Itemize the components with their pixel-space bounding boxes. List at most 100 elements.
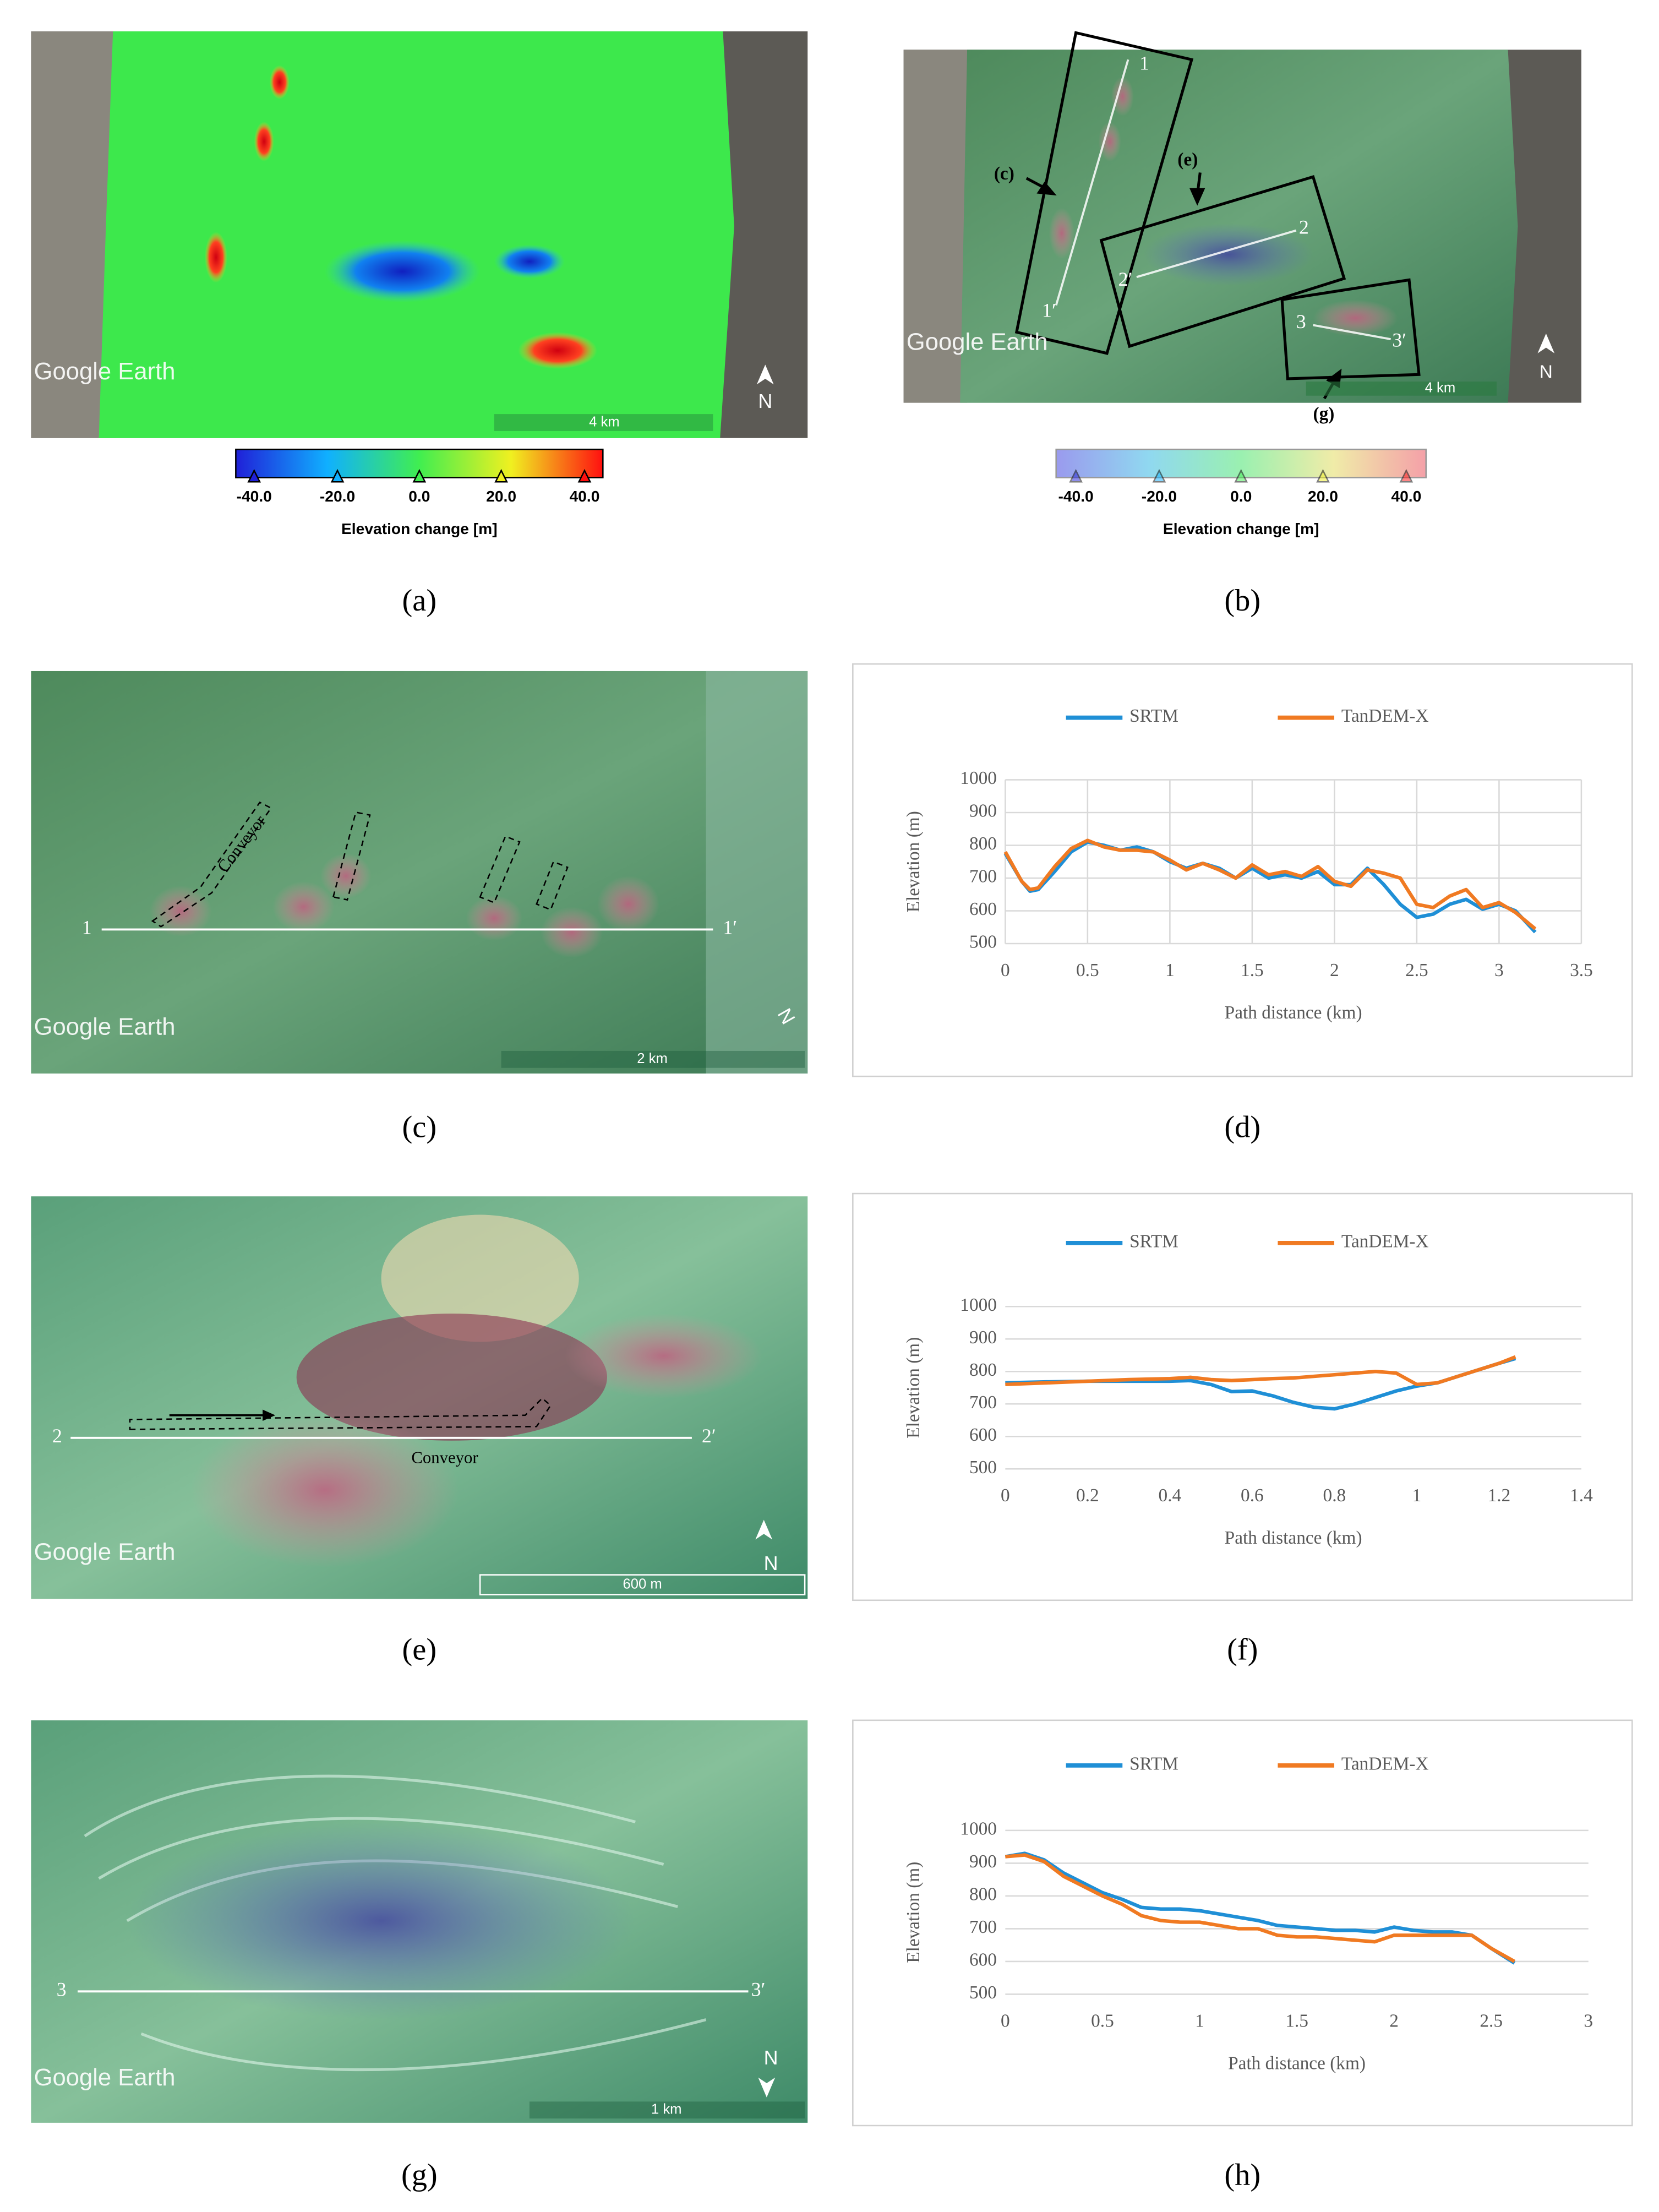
caption: (g) xyxy=(401,2158,438,2192)
map-polygon xyxy=(755,1519,773,1540)
x-tick-label: 1 xyxy=(1195,2011,1204,2031)
map-polygon xyxy=(1280,278,1421,380)
map-ellipse xyxy=(269,65,290,100)
map-ellipse xyxy=(324,240,481,303)
series-line xyxy=(1005,1851,1516,1965)
x-tick-label: 0.5 xyxy=(1076,960,1099,980)
x-axis-label: Path distance (km) xyxy=(1225,1003,1362,1023)
map-rect xyxy=(31,671,808,1074)
map-ellipse xyxy=(597,875,659,933)
map-ellipse xyxy=(204,232,227,283)
panel-g: 3 3′ Google Earth 1 km N (g) xyxy=(31,1720,808,2192)
colorbar-tick-label: -20.0 xyxy=(320,487,355,505)
map-g xyxy=(1014,31,1421,380)
profile-label: 3 xyxy=(57,1979,67,2001)
colorbar-title: Elevation change [m] xyxy=(1163,520,1319,537)
map-path xyxy=(151,801,272,928)
inset-label: (g) xyxy=(1313,404,1335,424)
map-ellipse xyxy=(149,885,212,937)
caption: (c) xyxy=(402,1110,437,1145)
north-label: N xyxy=(764,2046,778,2069)
legend-label: TanDEM-X xyxy=(1341,1231,1429,1251)
x-tick-label: 1.5 xyxy=(1285,2011,1308,2031)
y-tick-label: 700 xyxy=(969,1917,997,1937)
scale-label: 4 km xyxy=(589,414,620,429)
panel-e: 2 2′ Conveyor Google Earth 600 m N (e) xyxy=(31,1196,808,1667)
inset-label: (e) xyxy=(1177,150,1198,170)
map-path xyxy=(536,860,569,911)
profile-label: 2′ xyxy=(1118,268,1133,290)
map-polygon xyxy=(1316,468,1330,483)
map-ellipse xyxy=(518,332,598,369)
map-polygon xyxy=(577,468,592,483)
map-path xyxy=(98,1817,664,1880)
panel-a: Google Earth 4 km N -40.0 -20.0 0.0 20.0… xyxy=(31,31,808,618)
profile-label: 1′ xyxy=(723,917,737,939)
y-tick-label: 800 xyxy=(969,1884,997,1905)
colorbar-tick-label: 40.0 xyxy=(570,487,600,505)
map-polygon xyxy=(1152,468,1166,483)
panel-b: 1 1′ 2 2′ 3 3′ (c) (e) (g) Google Earth … xyxy=(903,31,1581,618)
map-ellipse xyxy=(272,881,335,933)
x-tick-label: 3.5 xyxy=(1570,960,1593,980)
y-tick-label: 500 xyxy=(969,1982,997,2003)
x-tick-label: 0.6 xyxy=(1241,1485,1264,1506)
x-tick-label: 1.2 xyxy=(1488,1485,1511,1506)
map-rect xyxy=(903,50,968,403)
inset-label: (c) xyxy=(994,164,1014,184)
x-tick-label: 3 xyxy=(1494,960,1504,980)
x-tick-label: 0.2 xyxy=(1076,1485,1099,1506)
x-tick-label: 0 xyxy=(1001,2011,1010,2031)
colorbar-title: Elevation change [m] xyxy=(341,520,498,537)
map-polygon xyxy=(1399,468,1414,483)
x-tick-label: 1 xyxy=(1165,960,1175,980)
map-path xyxy=(332,811,371,901)
map-ellipse xyxy=(1098,122,1121,161)
y-tick-label: 1000 xyxy=(960,1819,997,1839)
legend-label: TanDEM-X xyxy=(1341,706,1429,726)
y-tick-label: 600 xyxy=(969,1425,997,1445)
north-label: N xyxy=(764,1552,778,1574)
watermark: Google Earth xyxy=(34,1014,176,1040)
map-ellipse xyxy=(1049,208,1075,259)
caption: (d) xyxy=(1224,1110,1260,1145)
colorbar-tick-label: 40.0 xyxy=(1391,487,1421,505)
colorbar-tick-label: -20.0 xyxy=(1142,487,1177,505)
legend-label: SRTM xyxy=(1129,1231,1178,1251)
x-tick-label: 1.5 xyxy=(1241,960,1264,980)
caption: (b) xyxy=(1224,584,1260,618)
map-path xyxy=(479,835,521,904)
y-tick-label: 500 xyxy=(969,1457,997,1478)
north-label: N xyxy=(1540,362,1553,383)
colorbar-tick-label: 0.0 xyxy=(1230,487,1252,505)
map-polygon xyxy=(1014,31,1194,355)
y-tick-label: 1000 xyxy=(960,1295,997,1315)
map-ellipse xyxy=(1111,77,1134,116)
x-tick-label: 2 xyxy=(1330,960,1339,980)
map-path xyxy=(129,1397,552,1430)
map-line xyxy=(1055,59,1129,306)
x-tick-label: 2 xyxy=(1389,2011,1399,2031)
profile-label: 1 xyxy=(82,917,92,939)
profile-label: 2′ xyxy=(702,1425,716,1447)
map-polygon xyxy=(330,468,345,483)
series-line xyxy=(1003,840,1537,934)
map-polygon xyxy=(412,468,427,483)
colorbar-tick-label: 20.0 xyxy=(1308,487,1338,505)
caption: (a) xyxy=(402,584,437,618)
map-ellipse xyxy=(254,122,274,161)
profile-label: 2 xyxy=(52,1425,62,1447)
scale-label: 4 km xyxy=(1425,380,1456,396)
map-path xyxy=(140,2018,707,2072)
map-line xyxy=(1313,324,1391,341)
x-tick-label: 2.5 xyxy=(1480,2011,1503,2031)
colorbar-tick-label: -40.0 xyxy=(1058,487,1093,505)
y-tick-label: 1000 xyxy=(960,768,997,788)
x-tick-label: 0.5 xyxy=(1091,2011,1114,2031)
series-line xyxy=(1005,1355,1516,1387)
x-tick-label: 1 xyxy=(1412,1485,1422,1506)
y-tick-label: 700 xyxy=(969,867,997,887)
profile-label: 3′ xyxy=(1392,329,1406,351)
